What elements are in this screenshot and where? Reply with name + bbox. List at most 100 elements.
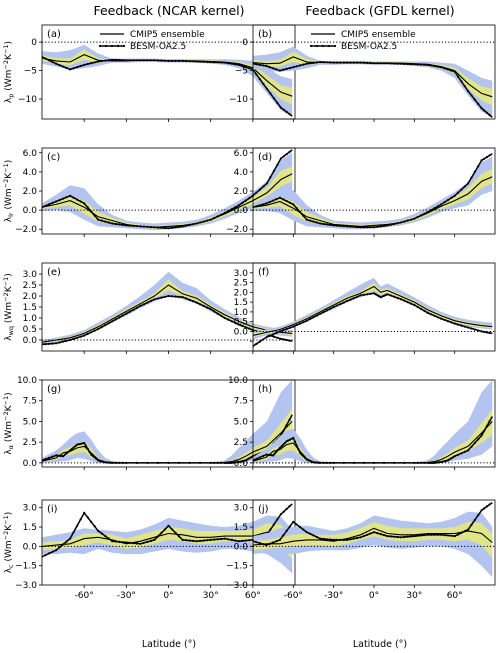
besm-point bbox=[335, 224, 339, 227]
besm-point bbox=[312, 61, 315, 64]
besm-point bbox=[234, 321, 237, 324]
legend-besm-point bbox=[104, 44, 108, 48]
besm-point bbox=[297, 448, 300, 451]
besm-point bbox=[450, 321, 453, 324]
besm-point bbox=[170, 226, 174, 229]
model-spread-band bbox=[253, 511, 493, 578]
besm-point bbox=[232, 461, 235, 464]
besm-point bbox=[329, 461, 332, 464]
besm-point bbox=[325, 538, 328, 541]
besm-point bbox=[450, 534, 453, 537]
besm-point bbox=[225, 461, 228, 464]
besm-point bbox=[93, 329, 96, 332]
besm-point bbox=[268, 542, 271, 545]
besm-point bbox=[111, 461, 114, 464]
besm-point bbox=[269, 176, 272, 179]
besm-point bbox=[453, 194, 456, 197]
besm-point bbox=[156, 226, 160, 229]
y-tick-label: 0.0 bbox=[234, 542, 249, 552]
besm-point bbox=[470, 176, 473, 179]
besm-point bbox=[480, 509, 483, 512]
besm-point bbox=[409, 218, 413, 221]
y-tick-label: 0.0 bbox=[234, 459, 249, 469]
besm-point bbox=[473, 98, 476, 101]
besm-point bbox=[369, 532, 372, 535]
besm-point bbox=[237, 460, 240, 464]
y-tick-label: 6.0 bbox=[23, 149, 38, 159]
besm-point bbox=[335, 61, 339, 64]
panel-label: (i) bbox=[47, 504, 58, 515]
besm-point bbox=[237, 63, 240, 66]
besm-point bbox=[406, 219, 409, 222]
besm-point bbox=[329, 61, 332, 64]
besm-point bbox=[234, 206, 237, 209]
besm-point bbox=[279, 157, 282, 160]
plot-area bbox=[42, 41, 295, 117]
besm-point bbox=[346, 538, 349, 542]
besm-point bbox=[305, 218, 308, 221]
besm-point bbox=[302, 214, 305, 217]
besm-point bbox=[359, 61, 362, 64]
besm-point bbox=[100, 532, 103, 535]
besm-point bbox=[349, 225, 352, 228]
besm-point bbox=[69, 68, 72, 71]
besm-point bbox=[111, 320, 114, 323]
besm-point bbox=[374, 293, 377, 296]
besm-point bbox=[376, 225, 379, 228]
besm-point bbox=[209, 538, 212, 542]
besm-point bbox=[272, 199, 275, 202]
besm-point bbox=[302, 321, 305, 324]
besm-point bbox=[346, 61, 349, 64]
besm-point bbox=[188, 539, 191, 542]
besm-point bbox=[163, 528, 167, 531]
besm-point bbox=[237, 204, 240, 207]
besm-point bbox=[403, 62, 406, 65]
besm-point bbox=[426, 311, 429, 314]
besm-point bbox=[473, 170, 476, 173]
besm-point bbox=[104, 461, 107, 464]
besm-point bbox=[420, 63, 423, 66]
besm-point bbox=[149, 59, 152, 62]
panel-label: (e) bbox=[47, 267, 61, 278]
besm-point bbox=[241, 460, 244, 463]
besm-point bbox=[132, 224, 135, 227]
besm-point bbox=[93, 214, 96, 217]
besm-point bbox=[192, 223, 195, 226]
besm-point bbox=[477, 438, 480, 441]
besm-point bbox=[269, 528, 272, 531]
besm-point bbox=[76, 524, 79, 527]
besm-point bbox=[488, 113, 491, 117]
besm-point bbox=[285, 199, 288, 203]
besm-point bbox=[282, 510, 285, 513]
besm-point bbox=[399, 536, 402, 539]
besm-point bbox=[58, 546, 61, 549]
besm-point bbox=[199, 221, 202, 224]
besm-point bbox=[206, 219, 209, 222]
besm-point bbox=[227, 538, 230, 541]
besm-point bbox=[435, 461, 438, 464]
besm-point bbox=[206, 60, 209, 64]
besm-point bbox=[107, 461, 110, 464]
legend-besm-point bbox=[333, 44, 337, 48]
besm-point bbox=[322, 537, 325, 541]
besm-point bbox=[362, 461, 365, 464]
besm-point bbox=[430, 461, 433, 464]
besm-point bbox=[213, 61, 216, 64]
besm-point bbox=[470, 327, 473, 330]
besm-point bbox=[430, 313, 433, 316]
besm-point bbox=[448, 458, 451, 461]
besm-point bbox=[269, 92, 272, 95]
besm-point bbox=[146, 225, 149, 228]
besm-point bbox=[299, 210, 302, 214]
besm-point bbox=[76, 336, 79, 339]
besm-point bbox=[156, 59, 160, 62]
besm-point bbox=[299, 525, 302, 529]
besm-point bbox=[181, 59, 184, 63]
besm-point bbox=[332, 538, 335, 542]
besm-point bbox=[285, 424, 288, 427]
besm-point bbox=[383, 534, 386, 537]
y-tick-label: −5 bbox=[235, 67, 248, 77]
x-tick-label: -30° bbox=[324, 591, 343, 601]
besm-point bbox=[282, 108, 285, 111]
besm-point bbox=[125, 461, 128, 464]
